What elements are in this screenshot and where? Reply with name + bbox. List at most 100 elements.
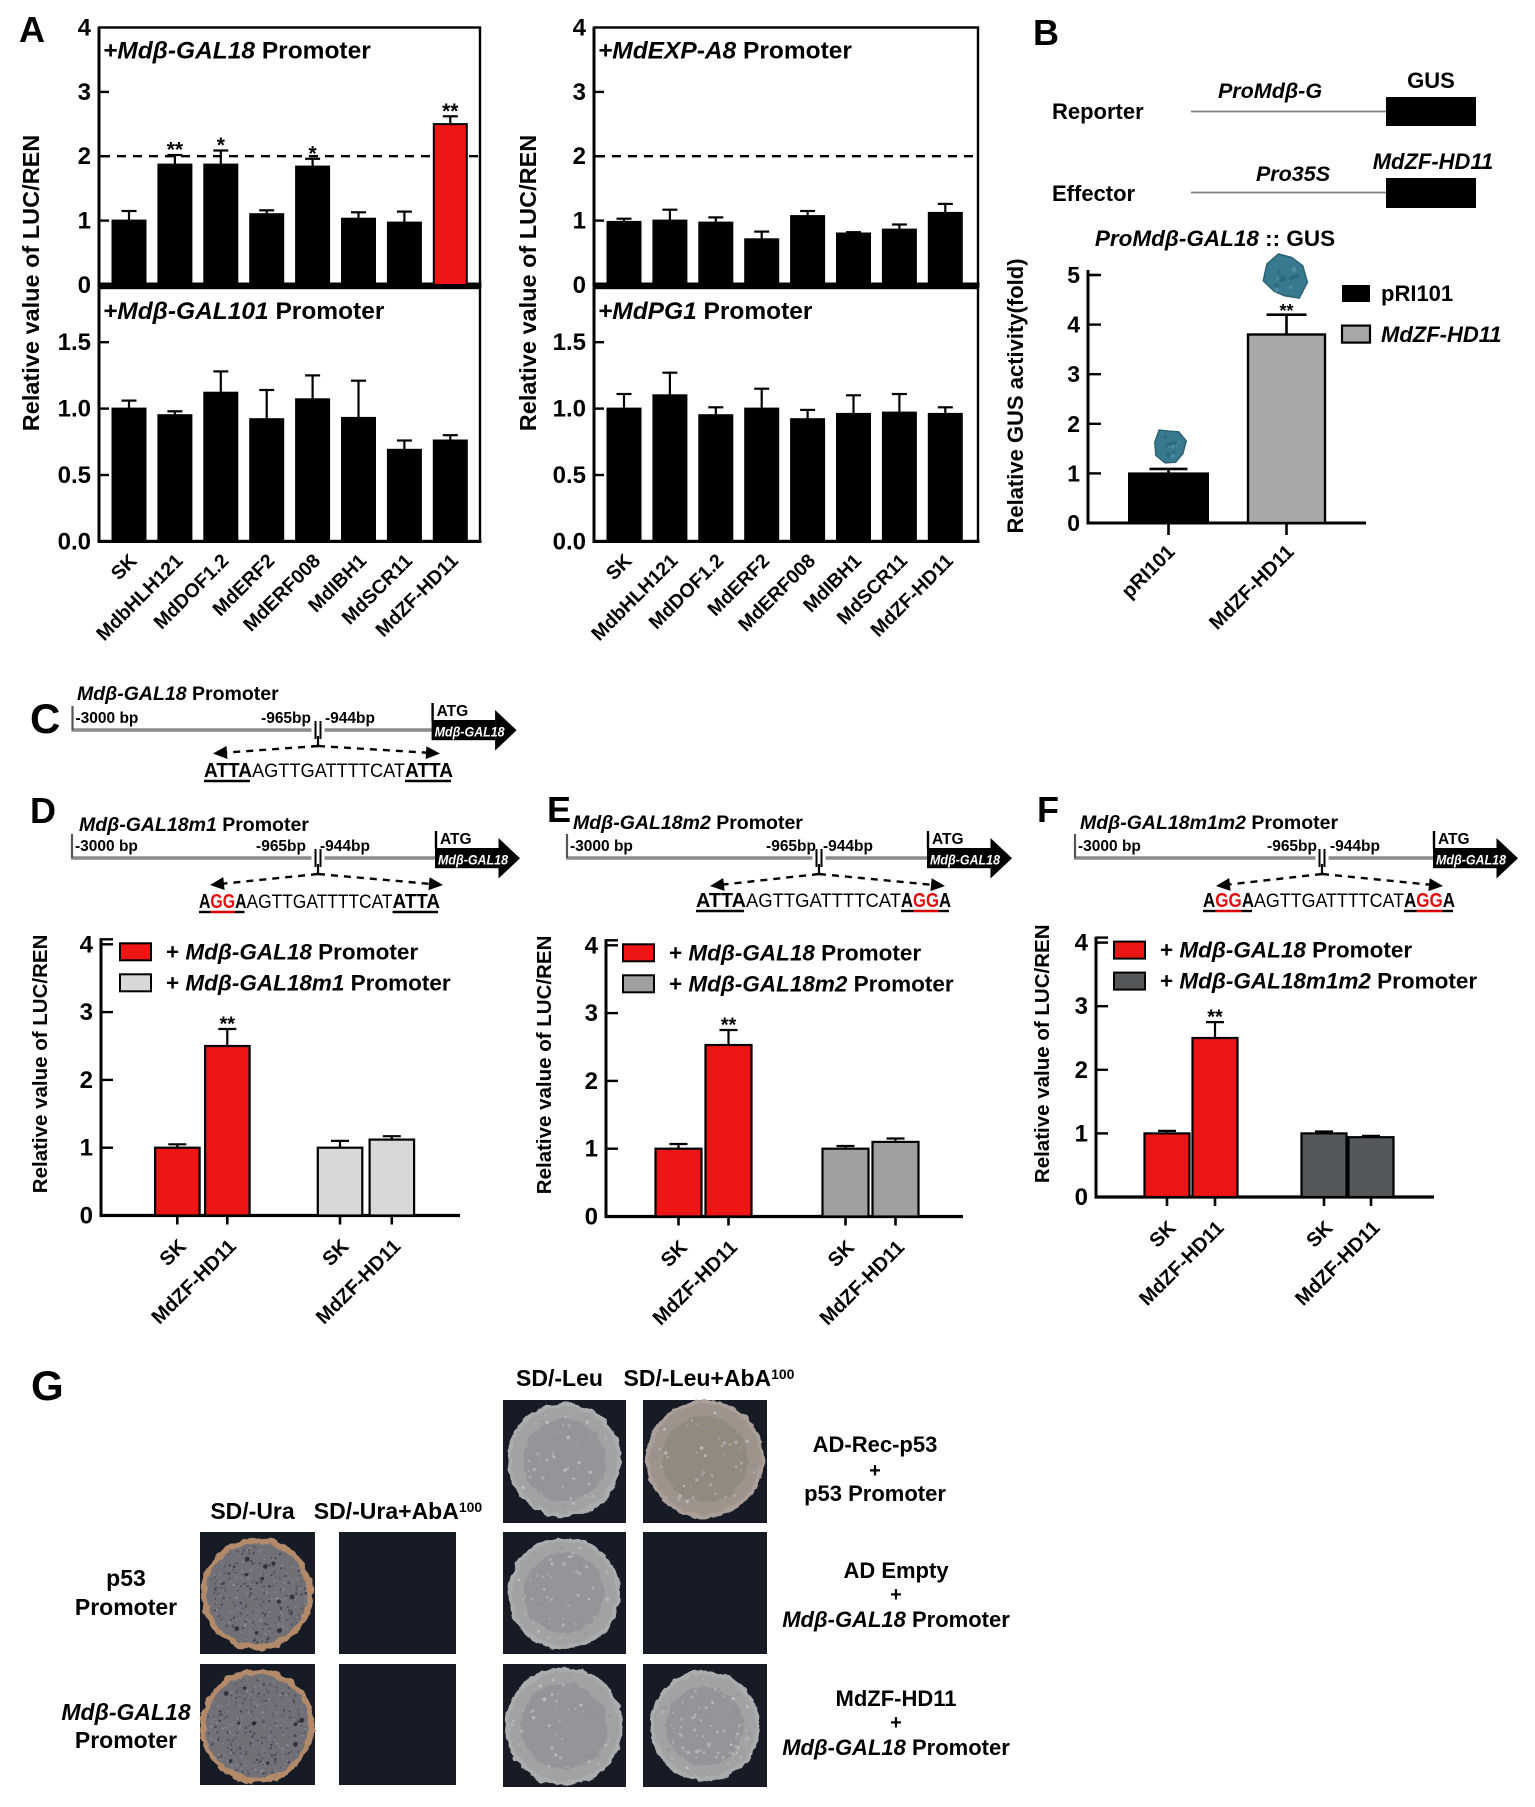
svg-text:0: 0 — [78, 272, 91, 299]
svg-text:0: 0 — [80, 1203, 93, 1230]
svg-text:Mdβ-GAL18: Mdβ-GAL18 — [1436, 853, 1506, 868]
svg-text:p53: p53 — [106, 1565, 146, 1591]
svg-text:SD/-Ura+AbA100: SD/-Ura+AbA100 — [314, 1498, 483, 1524]
svg-text:AD-Rec-p53: AD-Rec-p53 — [813, 1432, 938, 1457]
svg-text:AD Empty: AD Empty — [843, 1558, 949, 1583]
svg-text:A: A — [19, 9, 45, 50]
svg-text:Mdβ-GAL18 Promoter: Mdβ-GAL18 Promoter — [782, 1735, 1010, 1760]
svg-text:pRI101: pRI101 — [1381, 281, 1453, 306]
svg-text:1.0: 1.0 — [553, 396, 586, 423]
svg-text:4: 4 — [585, 932, 599, 959]
svg-text:AGGA: AGGA — [199, 891, 247, 913]
svg-text:ATTA: ATTA — [405, 760, 453, 782]
svg-text:+ Mdβ-GAL18m1 Promoter: + Mdβ-GAL18m1 Promoter — [166, 970, 451, 995]
svg-text:-3000 bp: -3000 bp — [570, 838, 633, 855]
svg-text:Relative value of LUC/REN: Relative value of LUC/REN — [1031, 925, 1054, 1184]
svg-text:-3000 bp: -3000 bp — [75, 838, 138, 855]
svg-text:Pro35S: Pro35S — [1256, 162, 1331, 186]
svg-text:1: 1 — [1075, 1120, 1088, 1147]
svg-text:-3000 bp: -3000 bp — [1078, 838, 1141, 855]
svg-text:ATTA: ATTA — [204, 760, 252, 782]
svg-text:MdZF-HD11: MdZF-HD11 — [1381, 322, 1502, 347]
svg-text:AGGA: AGGA — [901, 890, 951, 912]
svg-text:0.5: 0.5 — [553, 462, 586, 489]
svg-text:SD/-Ura: SD/-Ura — [210, 1498, 295, 1524]
svg-text:ATG: ATG — [437, 703, 469, 720]
svg-text:*: * — [309, 142, 318, 165]
svg-text:GUS: GUS — [1407, 68, 1455, 93]
svg-text:F: F — [1037, 789, 1059, 830]
svg-text:1: 1 — [78, 208, 91, 235]
svg-text:+MdPG1 Promoter: +MdPG1 Promoter — [598, 298, 813, 325]
svg-text:Relative value of LUC/REN: Relative value of LUC/REN — [29, 935, 52, 1194]
svg-text:1: 1 — [1067, 460, 1080, 486]
svg-text:-944bp: -944bp — [325, 710, 375, 727]
svg-text:Relative value of LUC/REN: Relative value of LUC/REN — [515, 135, 541, 431]
svg-text:1: 1 — [585, 1136, 598, 1163]
svg-text:-3000 bp: -3000 bp — [76, 710, 139, 727]
svg-text:Mdβ-GAL18m2 Promoter: Mdβ-GAL18m2 Promoter — [573, 812, 803, 834]
svg-text:+ Mdβ-GAL18 Promoter: + Mdβ-GAL18 Promoter — [1160, 938, 1412, 963]
svg-text:2: 2 — [78, 143, 91, 170]
svg-text:4: 4 — [78, 15, 92, 42]
svg-text:AGTTGATTTTCAT: AGTTGATTTTCAT — [247, 892, 393, 913]
svg-text:0: 0 — [1075, 1184, 1088, 1211]
svg-text:p53 Promoter: p53 Promoter — [804, 1481, 946, 1506]
svg-text:E: E — [547, 789, 571, 830]
svg-text:D: D — [30, 790, 56, 831]
svg-text:0.5: 0.5 — [58, 462, 91, 489]
svg-text:4: 4 — [1067, 312, 1080, 338]
svg-text:AGTTGATTTTCAT: AGTTGATTTTCAT — [746, 891, 901, 912]
svg-text:0: 0 — [585, 1204, 598, 1231]
svg-text:Mdβ-GAL18 Promoter: Mdβ-GAL18 Promoter — [782, 1607, 1010, 1632]
svg-text:+Mdβ-GAL101 Promoter: +Mdβ-GAL101 Promoter — [103, 298, 385, 325]
svg-text:Promoter: Promoter — [75, 1594, 177, 1620]
svg-text:0: 0 — [1067, 510, 1080, 536]
svg-text:Mdβ-GAL18: Mdβ-GAL18 — [438, 853, 508, 868]
svg-text:-944bp: -944bp — [1330, 838, 1380, 855]
svg-text:-944bp: -944bp — [823, 838, 873, 855]
svg-text:**: ** — [220, 1014, 236, 1036]
svg-text:*: * — [217, 134, 226, 157]
svg-text:-965bp: -965bp — [766, 838, 816, 855]
svg-text:AGGA: AGGA — [1404, 890, 1455, 912]
svg-text:ProMdβ-GAL18 :: GUS: ProMdβ-GAL18 :: GUS — [1095, 226, 1335, 251]
svg-text:AGTTGATTTTCAT: AGTTGATTTTCAT — [1254, 891, 1404, 912]
svg-text:G: G — [31, 1362, 64, 1409]
svg-text:**: ** — [1279, 301, 1293, 321]
svg-text:Relative value of LUC/REN: Relative value of LUC/REN — [18, 135, 44, 431]
svg-text:+: + — [890, 1712, 902, 1734]
svg-text:MdZF-HD11: MdZF-HD11 — [1373, 149, 1494, 174]
svg-text:+: + — [890, 1584, 902, 1606]
svg-text:3: 3 — [585, 1000, 598, 1027]
svg-text:2: 2 — [573, 143, 586, 170]
svg-text:Mdβ-GAL18m1 Promoter: Mdβ-GAL18m1 Promoter — [79, 814, 309, 836]
svg-text:+ Mdβ-GAL18m2 Promoter: + Mdβ-GAL18m2 Promoter — [669, 971, 954, 996]
svg-text:**: ** — [721, 1015, 737, 1037]
svg-text:+MdEXP-A8 Promoter: +MdEXP-A8 Promoter — [598, 38, 852, 65]
svg-text:1: 1 — [573, 208, 586, 235]
svg-text:5: 5 — [1067, 262, 1080, 288]
svg-text:Mdβ-GAL18: Mdβ-GAL18 — [930, 853, 1000, 868]
svg-text:-965bp: -965bp — [1267, 838, 1317, 855]
svg-text:0: 0 — [573, 272, 586, 299]
svg-text:-965bp: -965bp — [256, 838, 306, 855]
svg-text:ATG: ATG — [932, 831, 964, 848]
svg-text:Relative value of LUC/REN: Relative value of LUC/REN — [533, 936, 556, 1195]
svg-text:+ Mdβ-GAL18 Promoter: + Mdβ-GAL18 Promoter — [669, 940, 921, 965]
svg-text:**: ** — [167, 139, 184, 162]
svg-text:+ Mdβ-GAL18m1m2 Promoter: + Mdβ-GAL18m1m2 Promoter — [1160, 969, 1477, 994]
svg-text:+: + — [869, 1460, 881, 1482]
svg-text:0.0: 0.0 — [58, 528, 91, 555]
svg-text:Mdβ-GAL18: Mdβ-GAL18 — [61, 1699, 190, 1725]
svg-text:1.5: 1.5 — [553, 329, 586, 356]
svg-text:4: 4 — [573, 15, 587, 42]
svg-text:1.5: 1.5 — [58, 329, 91, 356]
svg-text:ATTA: ATTA — [393, 891, 441, 913]
svg-text:ATG: ATG — [440, 831, 472, 848]
svg-text:Relative GUS activity(fold): Relative GUS activity(fold) — [1003, 258, 1028, 533]
svg-text:3: 3 — [1075, 993, 1088, 1020]
svg-text:SD/-Leu+AbA100: SD/-Leu+AbA100 — [624, 1365, 795, 1391]
svg-text:-965bp: -965bp — [261, 710, 311, 727]
svg-text:0.0: 0.0 — [553, 528, 586, 555]
